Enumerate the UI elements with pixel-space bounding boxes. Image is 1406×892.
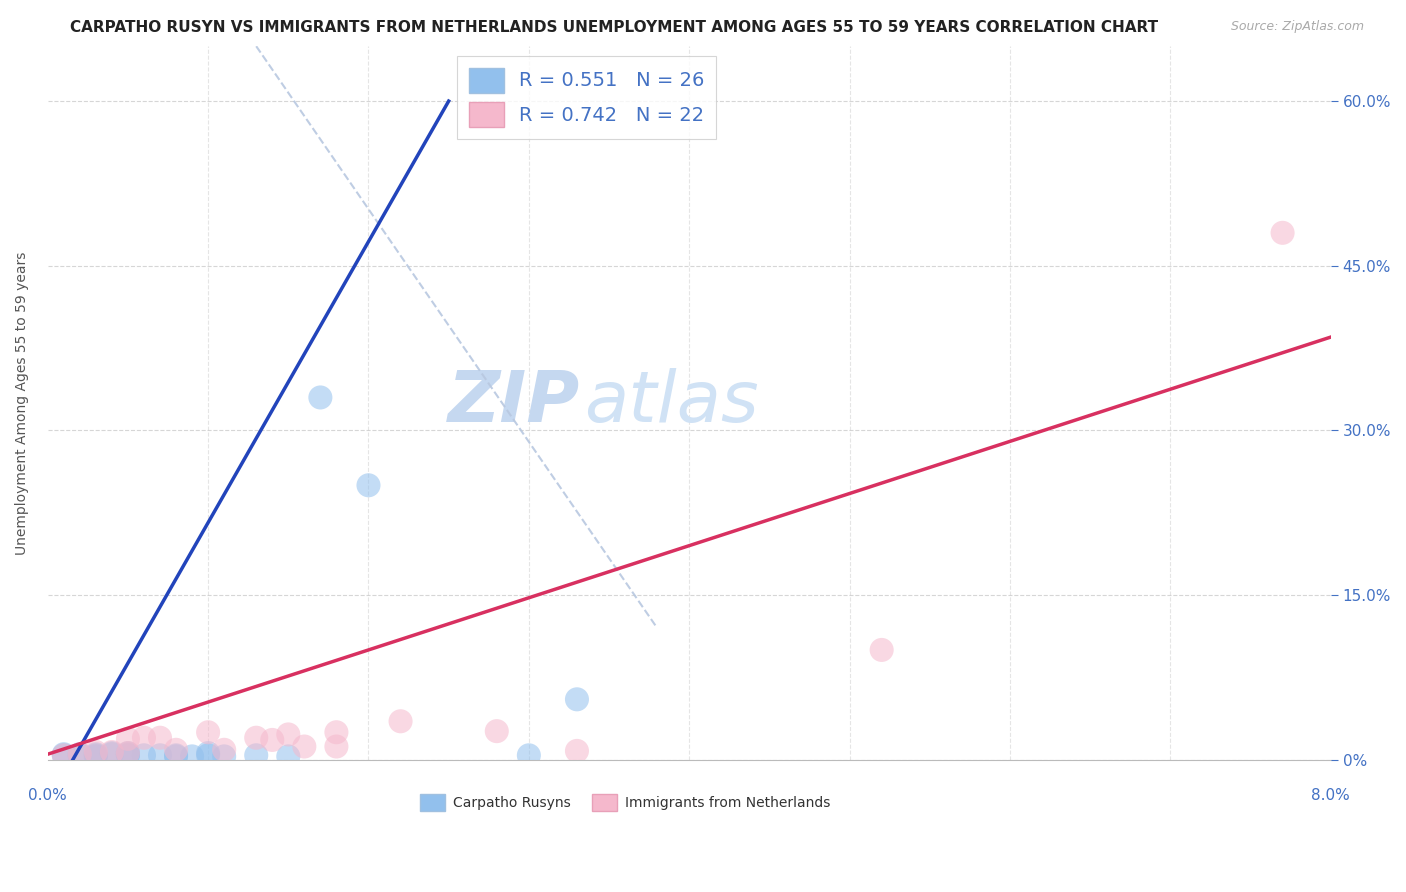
Point <box>117 746 139 760</box>
Text: CARPATHO RUSYN VS IMMIGRANTS FROM NETHERLANDS UNEMPLOYMENT AMONG AGES 55 TO 59 Y: CARPATHO RUSYN VS IMMIGRANTS FROM NETHER… <box>70 20 1159 35</box>
Point <box>117 747 139 762</box>
Point <box>245 748 267 763</box>
Point <box>292 739 315 754</box>
Point <box>212 749 235 764</box>
Point <box>101 746 124 760</box>
Y-axis label: Unemployment Among Ages 55 to 59 years: Unemployment Among Ages 55 to 59 years <box>15 252 30 555</box>
Point <box>197 746 219 760</box>
Point <box>117 731 139 746</box>
Point <box>52 748 75 763</box>
Point <box>84 747 107 762</box>
Point <box>309 391 332 405</box>
Point <box>325 739 347 754</box>
Point <box>84 745 107 759</box>
Point <box>870 643 893 657</box>
Point <box>117 746 139 760</box>
Point <box>277 749 299 764</box>
Text: 8.0%: 8.0% <box>1312 789 1350 803</box>
Point <box>52 748 75 763</box>
Point <box>197 725 219 739</box>
Point <box>565 744 588 758</box>
Text: atlas: atlas <box>583 368 759 437</box>
Point <box>52 747 75 762</box>
Text: 0.0%: 0.0% <box>28 789 67 803</box>
Point <box>117 748 139 763</box>
Point <box>1271 226 1294 240</box>
Point <box>325 725 347 739</box>
Point <box>149 748 172 763</box>
Point <box>132 748 155 763</box>
Point <box>262 733 284 747</box>
Point <box>517 748 540 763</box>
Point <box>389 714 412 729</box>
Point <box>69 747 91 762</box>
Point <box>181 749 204 764</box>
Legend: Carpatho Rusyns, Immigrants from Netherlands: Carpatho Rusyns, Immigrants from Netherl… <box>415 788 837 817</box>
Point <box>84 749 107 764</box>
Point <box>277 727 299 741</box>
Point <box>132 731 155 745</box>
Point <box>197 748 219 763</box>
Point <box>101 745 124 759</box>
Point <box>357 478 380 492</box>
Text: Source: ZipAtlas.com: Source: ZipAtlas.com <box>1230 20 1364 33</box>
Point <box>565 692 588 706</box>
Point <box>245 731 267 745</box>
Point <box>212 743 235 757</box>
Text: ZIP: ZIP <box>449 368 581 437</box>
Point <box>165 748 187 763</box>
Point <box>485 724 508 739</box>
Point <box>69 748 91 763</box>
Point <box>84 748 107 763</box>
Point <box>165 743 187 757</box>
Point <box>165 749 187 764</box>
Point <box>101 747 124 762</box>
Point <box>149 731 172 745</box>
Point <box>69 747 91 762</box>
